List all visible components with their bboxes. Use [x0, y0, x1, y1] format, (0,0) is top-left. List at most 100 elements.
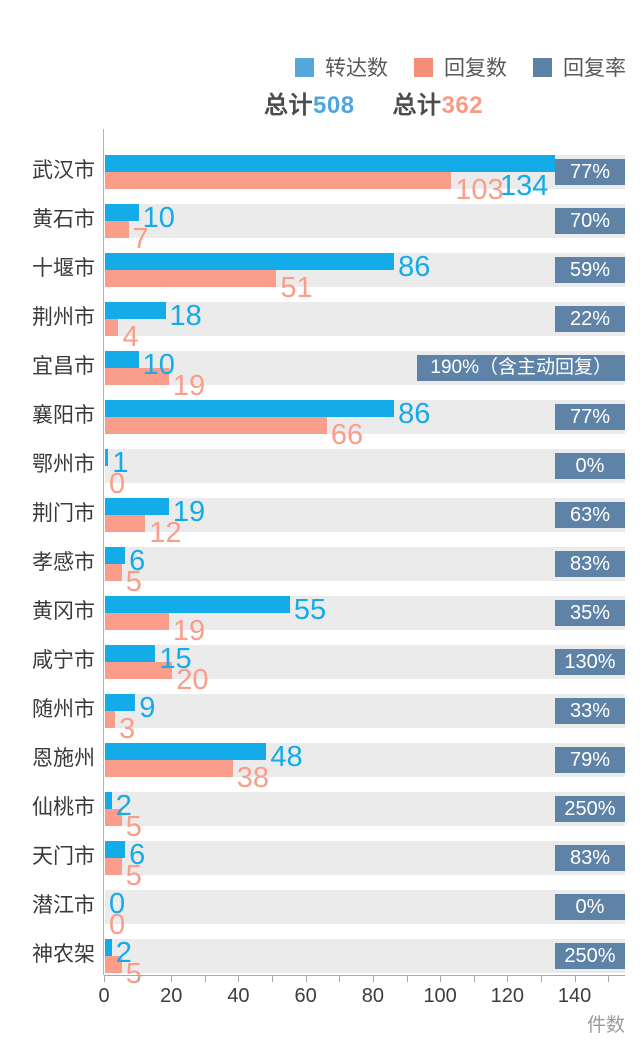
- replied-swatch-icon: [414, 57, 433, 77]
- row-plot: 134 103 77%: [104, 155, 625, 205]
- forwarded-value-label: 1: [112, 447, 129, 479]
- x-axis-tick: [406, 976, 408, 982]
- chart-row: 天门市 6 5 83%: [0, 839, 625, 892]
- bar-track: [105, 694, 625, 728]
- replied-value-label: 5: [125, 811, 142, 843]
- row-plot: 86 51 59%: [104, 251, 625, 303]
- forwarded-value-label: 48: [270, 741, 303, 773]
- category-label: 荆门市: [32, 502, 95, 525]
- replied-value-label: 4: [122, 321, 139, 353]
- forwarded-value-label: 0: [109, 888, 126, 920]
- legend-label: 回复数: [444, 57, 507, 80]
- forwarded-bar: [105, 400, 395, 417]
- forwarded-value-label: 18: [169, 300, 202, 332]
- x-axis-tick: [238, 976, 240, 982]
- chart-row: 十堰市 86 51 59%: [0, 251, 625, 303]
- reply-rate-badge: 83%: [555, 845, 625, 871]
- forwarded-bar: [105, 939, 112, 956]
- replied-bar: [105, 270, 277, 287]
- replied-value-label: 51: [280, 272, 313, 304]
- x-axis-unit-label: 件数: [586, 1015, 625, 1036]
- bar-track: [105, 890, 625, 924]
- replied-value-label: 66: [330, 419, 364, 451]
- x-axis-labels: 0 20 40 60 80 100 120 140: [98, 985, 625, 1009]
- forwarded-value-label: 86: [398, 398, 431, 430]
- replied-value-label: 7: [132, 223, 149, 255]
- category-label: 孝感市: [32, 551, 95, 574]
- forwarded-bar: [105, 841, 126, 858]
- forwarded-total: 总计508: [264, 85, 355, 120]
- forwarded-bar: [105, 253, 395, 270]
- category-label: 黄冈市: [32, 600, 95, 623]
- forwarded-value-label: 15: [159, 643, 192, 675]
- x-axis: [104, 975, 625, 983]
- chart-row: 咸宁市 15 20 130%: [0, 643, 625, 696]
- bar-track: [105, 841, 625, 875]
- series-totals: 总计508 总计362: [264, 85, 483, 120]
- replied-value-label: 20: [176, 664, 209, 696]
- replied-value-label: 5: [125, 860, 142, 892]
- replied-value-label: 0: [109, 468, 126, 500]
- chart-row: 黄石市 10 7 70%: [0, 203, 625, 255]
- legend-item-forwarded: 转达数: [295, 52, 388, 82]
- row-plot: 9 3 33%: [104, 692, 625, 744]
- x-axis-tick: [440, 976, 442, 982]
- replied-value-label: 19: [172, 615, 206, 647]
- forwarded-total-value: 508: [313, 92, 355, 119]
- x-axis-tick: [137, 976, 139, 982]
- bar-track: [105, 302, 625, 336]
- category-label: 十堰市: [32, 257, 95, 280]
- x-axis-tick: [104, 976, 105, 982]
- bar-track: [105, 547, 625, 581]
- x-axis-tick: [204, 976, 206, 982]
- reply-rate-badge: 79%: [555, 747, 625, 773]
- replied-value-label: 5: [125, 566, 142, 598]
- legend-label: 转达数: [325, 57, 388, 80]
- forwarded-swatch-icon: [295, 57, 314, 77]
- reply-rate-badge: 63%: [555, 502, 625, 528]
- bar-track: [105, 792, 625, 826]
- replied-bar: [105, 564, 122, 581]
- reply-rate-badge: 83%: [555, 551, 625, 577]
- category-label: 神农架: [32, 943, 95, 966]
- replied-value-label: 3: [119, 713, 136, 745]
- forwarded-value-label: 9: [139, 692, 156, 724]
- replied-bar: [105, 515, 146, 532]
- category-label: 宜昌市: [32, 355, 95, 378]
- category-label: 襄阳市: [32, 404, 95, 427]
- row-plot: 6 5 83%: [104, 546, 625, 597]
- forwarded-value-label: 6: [129, 839, 146, 871]
- x-axis-tick-label: 140: [557, 985, 592, 1007]
- reply-rate-badge: 0%: [555, 453, 625, 479]
- category-label: 天门市: [32, 845, 95, 868]
- replied-total-value: 362: [441, 92, 484, 119]
- x-axis-tick: [305, 976, 307, 982]
- chart-row: 潜江市 0 0 0%: [0, 888, 625, 940]
- replied-value-label: 38: [236, 762, 269, 794]
- forwarded-value-label: 2: [115, 790, 132, 822]
- replied-bar: [105, 172, 452, 189]
- x-axis-tick-label: 20: [160, 985, 183, 1007]
- x-axis-tick-label: 80: [361, 985, 385, 1007]
- chart-row: 武汉市 134 103 77%: [0, 155, 625, 205]
- chart-row: 孝感市 6 5 83%: [0, 546, 625, 597]
- row-plot: 19 12 63%: [104, 497, 625, 548]
- x-axis-tick-label: 120: [490, 985, 525, 1007]
- forwarded-value-label: 134: [500, 170, 549, 202]
- reply-rate-badge: 190%（含主动回复）: [417, 355, 625, 381]
- total-prefix: 总计: [264, 92, 313, 119]
- x-axis-tick: [473, 976, 475, 982]
- replied-total: 总计362: [393, 85, 484, 120]
- x-axis-tick: [574, 976, 576, 982]
- row-plot: 0 0 0%: [104, 888, 625, 940]
- reply-rate-swatch-icon: [533, 57, 552, 77]
- forwarded-bar: [105, 498, 169, 515]
- x-axis-tick: [540, 976, 542, 982]
- replied-bar: [105, 662, 173, 679]
- x-axis-tick-label: 100: [423, 985, 457, 1007]
- x-axis-tick: [272, 976, 274, 982]
- row-plot: 2 5 250%: [104, 938, 625, 989]
- x-axis-tick-label: 40: [227, 985, 250, 1007]
- replied-value-label: 0: [109, 909, 126, 941]
- forwarded-value-label: 86: [398, 251, 431, 283]
